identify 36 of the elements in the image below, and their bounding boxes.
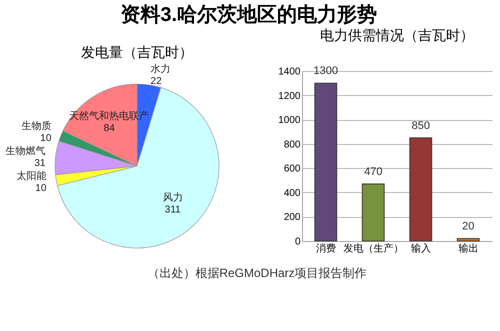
y-tick-label: 1000 bbox=[278, 115, 301, 126]
slice-label: 生物质 bbox=[21, 120, 52, 132]
data-label: 311 bbox=[164, 204, 182, 216]
data-label: 31 bbox=[34, 158, 46, 169]
slice-label: 太阳能 bbox=[16, 170, 46, 182]
data-label: 10 bbox=[35, 182, 47, 194]
bar bbox=[409, 137, 432, 242]
text: （出处）根据ReGMoDHarz项目报告制作 bbox=[147, 266, 367, 280]
data-label: 850 bbox=[412, 120, 430, 132]
slice-label: 生物燃气 bbox=[5, 144, 46, 157]
chart-title: 电力供需情况（吉瓦时） bbox=[320, 27, 474, 44]
data-label: 22 bbox=[150, 76, 162, 87]
bar bbox=[456, 238, 480, 242]
x-tick-label: 消费 bbox=[316, 242, 336, 254]
y-tick-label: 600 bbox=[284, 164, 301, 175]
y-tick-label: 200 bbox=[284, 212, 301, 224]
x-tick-label: 输入 bbox=[410, 242, 431, 254]
chart-title: 发电量（吉瓦时） bbox=[81, 44, 193, 60]
x-tick-label: 发电（生产） bbox=[343, 242, 404, 254]
x-tick-label: 输出 bbox=[458, 242, 478, 254]
y-tick-label: 1200 bbox=[278, 90, 301, 102]
slice-label: 风力 bbox=[162, 192, 183, 204]
slice-label: 水力 bbox=[150, 63, 171, 75]
data-label: 1300 bbox=[314, 65, 338, 78]
bar bbox=[314, 82, 338, 242]
y-tick-label: 1400 bbox=[278, 66, 301, 78]
text: 资料3.哈尔茨地区的电力形势 bbox=[120, 4, 378, 26]
data-label: 10 bbox=[40, 133, 52, 144]
y-tick-label: 400 bbox=[284, 188, 301, 199]
data-label: 20 bbox=[462, 220, 474, 233]
bar bbox=[362, 184, 385, 242]
pie-slice bbox=[57, 87, 220, 248]
y-tick-label: 800 bbox=[284, 139, 301, 150]
y-tick-label: 0 bbox=[294, 236, 301, 248]
data-label: 84 bbox=[104, 123, 116, 134]
data-label: 470 bbox=[364, 166, 382, 178]
